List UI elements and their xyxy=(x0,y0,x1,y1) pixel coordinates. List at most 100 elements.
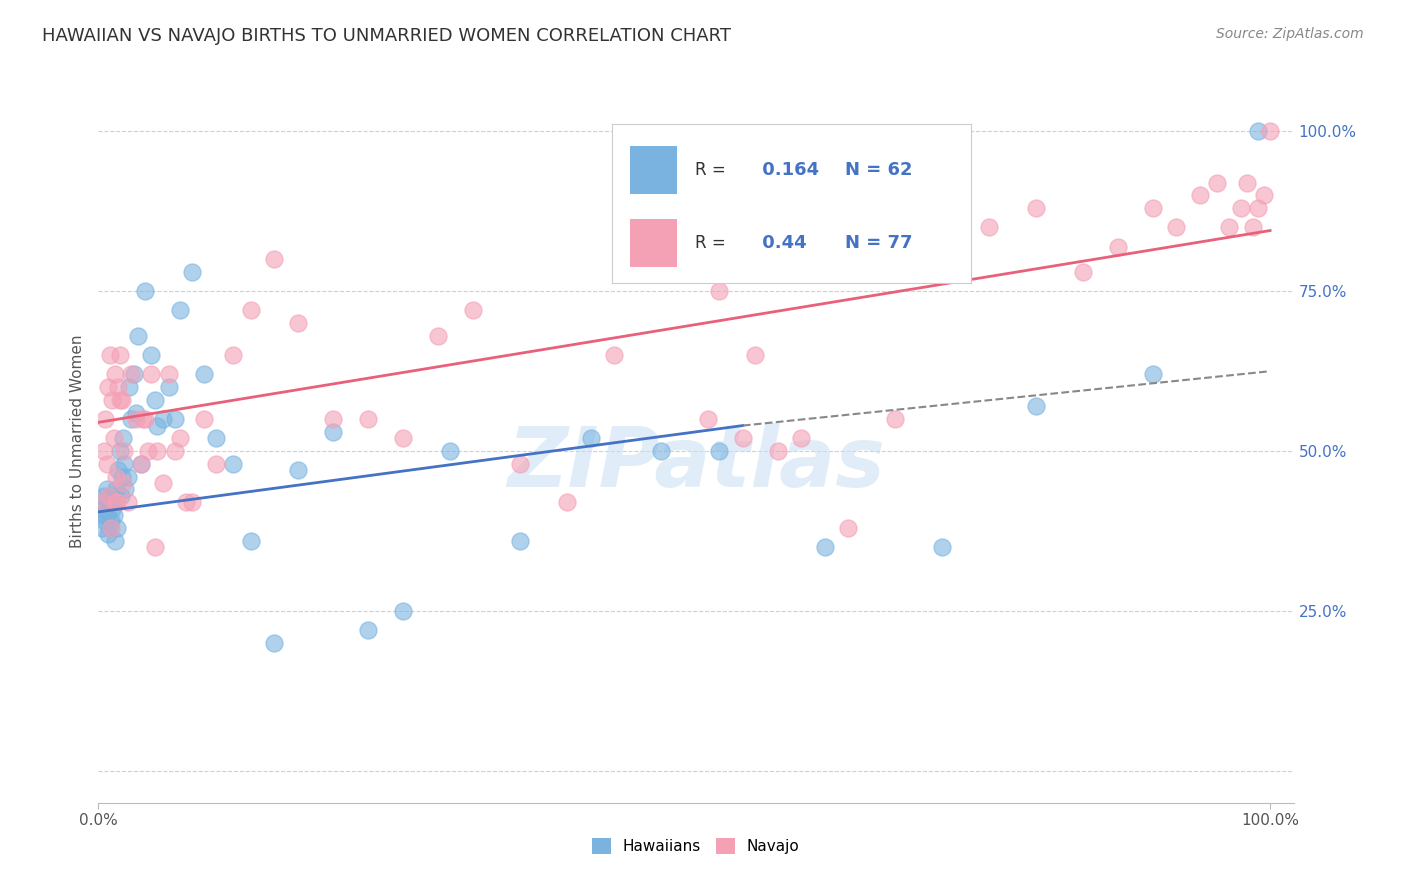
Point xyxy=(101,501,124,516)
Point xyxy=(1188,188,1211,202)
Point xyxy=(93,489,115,503)
Point xyxy=(392,431,415,445)
Point xyxy=(97,501,120,516)
Point xyxy=(814,540,837,554)
Point xyxy=(884,412,907,426)
Point xyxy=(357,412,380,426)
Point xyxy=(977,220,1000,235)
Point xyxy=(709,444,731,458)
Point xyxy=(790,431,813,445)
Point xyxy=(112,476,135,491)
Point xyxy=(1253,188,1275,202)
Point xyxy=(136,444,159,458)
Point xyxy=(94,515,117,529)
Point xyxy=(98,489,121,503)
Point xyxy=(1206,176,1229,190)
Point xyxy=(287,463,309,477)
Point xyxy=(132,412,155,426)
Point xyxy=(93,501,115,516)
Point xyxy=(357,623,380,637)
Point xyxy=(1142,368,1164,382)
Point xyxy=(90,521,114,535)
Point xyxy=(152,476,174,491)
Point xyxy=(766,444,789,458)
Point xyxy=(1107,239,1129,253)
Point xyxy=(97,380,120,394)
Point xyxy=(650,265,672,279)
Point xyxy=(117,495,139,509)
Point xyxy=(141,368,163,382)
Point xyxy=(100,521,122,535)
Text: ZIPatlas: ZIPatlas xyxy=(508,423,884,504)
Point xyxy=(849,265,872,279)
Point xyxy=(509,457,531,471)
Point xyxy=(104,368,127,382)
Point xyxy=(97,527,120,541)
Y-axis label: Births to Unmarried Women: Births to Unmarried Women xyxy=(69,334,84,549)
Point xyxy=(141,348,163,362)
Point xyxy=(129,457,152,471)
Point xyxy=(731,431,754,445)
Point xyxy=(1229,201,1253,215)
Point xyxy=(555,495,578,509)
Point xyxy=(263,252,285,267)
Point xyxy=(120,368,142,382)
Point xyxy=(91,508,114,522)
Point xyxy=(105,483,128,497)
Point xyxy=(931,252,953,267)
Point xyxy=(222,348,245,362)
Point xyxy=(193,368,215,382)
Point xyxy=(125,406,148,420)
Point xyxy=(1166,220,1188,235)
Point xyxy=(125,412,148,426)
Point xyxy=(287,316,309,330)
Point xyxy=(98,489,121,503)
Point xyxy=(181,265,204,279)
Point xyxy=(105,469,128,483)
Point xyxy=(146,444,169,458)
Point xyxy=(427,329,450,343)
Point xyxy=(134,285,156,299)
Point xyxy=(1218,220,1240,235)
Legend: Hawaiians, Navajo: Hawaiians, Navajo xyxy=(586,832,806,860)
Point xyxy=(696,412,718,426)
Point xyxy=(239,533,262,548)
Point xyxy=(157,368,180,382)
Point xyxy=(204,457,226,471)
Point xyxy=(1071,265,1094,279)
Point xyxy=(1247,201,1270,215)
Point xyxy=(105,495,128,509)
Point xyxy=(1258,124,1281,138)
Point xyxy=(709,285,731,299)
Point xyxy=(122,368,145,382)
Point xyxy=(169,431,191,445)
Point xyxy=(107,463,129,477)
Point xyxy=(98,521,121,535)
Text: HAWAIIAN VS NAVAJO BIRTHS TO UNMARRIED WOMEN CORRELATION CHART: HAWAIIAN VS NAVAJO BIRTHS TO UNMARRIED W… xyxy=(42,27,731,45)
Point xyxy=(96,483,118,497)
Point xyxy=(222,457,245,471)
Point xyxy=(108,392,131,407)
Point xyxy=(1236,176,1258,190)
Point xyxy=(103,431,125,445)
Point xyxy=(96,457,118,471)
Point xyxy=(1247,124,1270,138)
Point xyxy=(143,540,166,554)
Point xyxy=(263,636,285,650)
Point xyxy=(100,515,122,529)
Point xyxy=(93,444,115,458)
Point xyxy=(114,483,136,497)
Point xyxy=(104,533,127,548)
Point xyxy=(98,495,121,509)
Point xyxy=(603,348,626,362)
Point xyxy=(143,392,166,407)
Point xyxy=(1025,400,1047,414)
Point xyxy=(744,348,766,362)
Point xyxy=(105,521,128,535)
Point xyxy=(463,303,485,318)
Point xyxy=(117,469,139,483)
Point xyxy=(193,412,215,426)
Point xyxy=(181,495,204,509)
Point xyxy=(98,348,121,362)
Point xyxy=(96,508,118,522)
